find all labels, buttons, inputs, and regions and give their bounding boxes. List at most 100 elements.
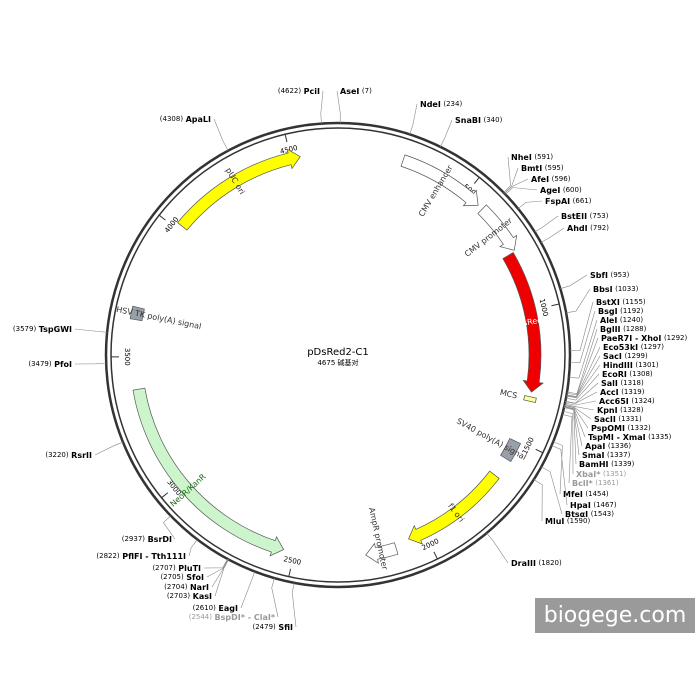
enzyme-leader bbox=[517, 200, 543, 209]
enzyme-name: SfoI bbox=[186, 573, 204, 582]
enzyme-position: (1332) bbox=[628, 424, 652, 432]
enzyme-position: (1331) bbox=[618, 415, 642, 423]
enzyme-name: AfeI bbox=[531, 175, 549, 184]
enzyme-name: BsgI bbox=[598, 307, 618, 316]
feature-arrow bbox=[408, 470, 500, 545]
enzyme-leader bbox=[214, 559, 229, 597]
feature-arrow bbox=[132, 387, 285, 557]
enzyme-position: (340) bbox=[483, 116, 502, 124]
enzyme-label: EcoRI (1308) bbox=[602, 370, 653, 379]
enzyme-label: MluI (1590) bbox=[545, 517, 590, 526]
enzyme-label: TspMI - XmaI (1335) bbox=[588, 433, 672, 442]
enzyme-label: SalI (1318) bbox=[601, 379, 644, 388]
enzyme-label: Acc65I (1324) bbox=[599, 397, 655, 406]
enzyme-position: (1351) bbox=[603, 470, 627, 478]
enzyme-position: (2822) bbox=[96, 552, 120, 560]
enzyme-position: (2544) bbox=[189, 613, 213, 621]
enzyme-position: (3579) bbox=[13, 325, 37, 333]
enzyme-position: (1318) bbox=[620, 379, 644, 387]
enzyme-label: PspOMI (1332) bbox=[591, 424, 651, 433]
enzyme-position: (1308) bbox=[629, 370, 653, 378]
enzyme-leader bbox=[560, 274, 588, 289]
enzyme-label: (3579) TspGWI bbox=[13, 325, 72, 334]
enzyme-leader bbox=[534, 215, 559, 233]
enzyme-leader bbox=[503, 156, 511, 193]
enzyme-name: PciI bbox=[304, 87, 320, 96]
backbone-outer bbox=[104, 121, 572, 589]
plasmid-name: pDsRed2-C1 bbox=[307, 347, 369, 358]
feature-label: SV40 poly(A) signal bbox=[455, 417, 528, 463]
tick-mark bbox=[551, 303, 560, 307]
enzyme-label: (2544) BspDI* - ClaI* bbox=[189, 613, 276, 622]
enzyme-leader bbox=[564, 403, 595, 411]
enzyme-position: (792) bbox=[590, 224, 609, 232]
enzyme-name: SnaBI bbox=[455, 116, 481, 125]
feature-box bbox=[129, 305, 145, 322]
enzyme-name: SbfI bbox=[590, 271, 608, 280]
enzyme-position: (953) bbox=[611, 271, 630, 279]
enzyme-label: NdeI (234) bbox=[420, 100, 462, 109]
enzyme-name: AccI bbox=[600, 388, 619, 397]
enzyme-name: BamHI bbox=[579, 460, 609, 469]
enzyme-leader bbox=[206, 559, 229, 578]
feature-label: MCS bbox=[499, 388, 518, 401]
tick-label: 4000 bbox=[163, 216, 180, 235]
enzyme-position: (1454) bbox=[585, 490, 609, 498]
enzyme-leader bbox=[566, 288, 591, 314]
watermark-box bbox=[535, 598, 695, 633]
enzyme-name: Eco53kI bbox=[603, 343, 638, 352]
enzyme-label: KpnI (1328) bbox=[597, 406, 644, 415]
enzyme-label: SacII (1331) bbox=[594, 415, 642, 424]
enzyme-name: NdeI bbox=[420, 100, 441, 109]
enzyme-position: (7) bbox=[362, 87, 372, 95]
tick-mark bbox=[284, 134, 288, 143]
enzyme-leader bbox=[240, 571, 256, 609]
enzyme-position: (1297) bbox=[641, 343, 665, 351]
enzyme-position: (600) bbox=[563, 186, 582, 194]
enzyme-name: PaeR7I - XhoI bbox=[601, 334, 661, 343]
plasmid-length: 4675 碱基对 bbox=[317, 358, 358, 367]
enzyme-leader bbox=[504, 167, 519, 194]
enzyme-name: FspAI bbox=[545, 197, 570, 206]
enzyme-leader bbox=[505, 187, 538, 195]
enzyme-label: BtsαI (1543) bbox=[565, 510, 614, 519]
enzyme-name: EagI bbox=[218, 604, 238, 613]
enzyme-name: BspDI* - ClaI* bbox=[215, 613, 276, 622]
enzyme-label: (2707) PluTI bbox=[152, 564, 201, 573]
enzyme-position: (2937) bbox=[122, 535, 146, 543]
enzyme-leader bbox=[203, 558, 228, 569]
enzyme-leader bbox=[568, 319, 598, 379]
enzyme-label: (3479) PfoI bbox=[28, 360, 72, 369]
enzyme-label: AseI (7) bbox=[340, 87, 372, 96]
enzyme-label: BglII (1288) bbox=[600, 325, 647, 334]
enzyme-name: BsrDI bbox=[148, 535, 172, 544]
feature-arrow bbox=[365, 542, 399, 564]
enzyme-label: PaeR7I - XhoI (1292) bbox=[601, 334, 687, 343]
tick-mark bbox=[161, 492, 169, 499]
enzyme-name: SacII bbox=[594, 415, 616, 424]
enzyme-label: MfeI (1454) bbox=[563, 490, 609, 499]
enzyme-leader bbox=[563, 407, 577, 465]
enzyme-leader bbox=[564, 406, 586, 438]
enzyme-position: (4622) bbox=[278, 87, 302, 95]
enzyme-name: SmaI bbox=[582, 451, 604, 460]
enzyme-leader bbox=[553, 441, 563, 495]
enzyme-position: (1192) bbox=[620, 307, 644, 315]
enzyme-name: PflFI - Tth111I bbox=[122, 552, 186, 561]
tick-label: 1000 bbox=[538, 298, 550, 317]
enzyme-label: SmaI (1337) bbox=[582, 451, 631, 460]
enzyme-leader bbox=[540, 227, 565, 243]
enzyme-label: HpaI (1467) bbox=[570, 501, 617, 510]
enzyme-name: BclI* bbox=[572, 479, 594, 488]
enzyme-position: (3220) bbox=[45, 451, 69, 459]
enzyme-name: NheI bbox=[511, 153, 532, 162]
enzyme-label: SnaBI (340) bbox=[455, 116, 503, 125]
enzyme-name: ApaI bbox=[585, 442, 605, 451]
enzyme-leader bbox=[565, 391, 598, 404]
tick-label: 3500 bbox=[123, 348, 131, 366]
enzyme-name: SfiI bbox=[278, 623, 293, 632]
feature-box bbox=[500, 437, 522, 463]
enzyme-label: (2610) EagI bbox=[193, 604, 238, 613]
enzyme-position: (1335) bbox=[648, 433, 672, 441]
enzyme-name: PspOMI bbox=[591, 424, 625, 433]
